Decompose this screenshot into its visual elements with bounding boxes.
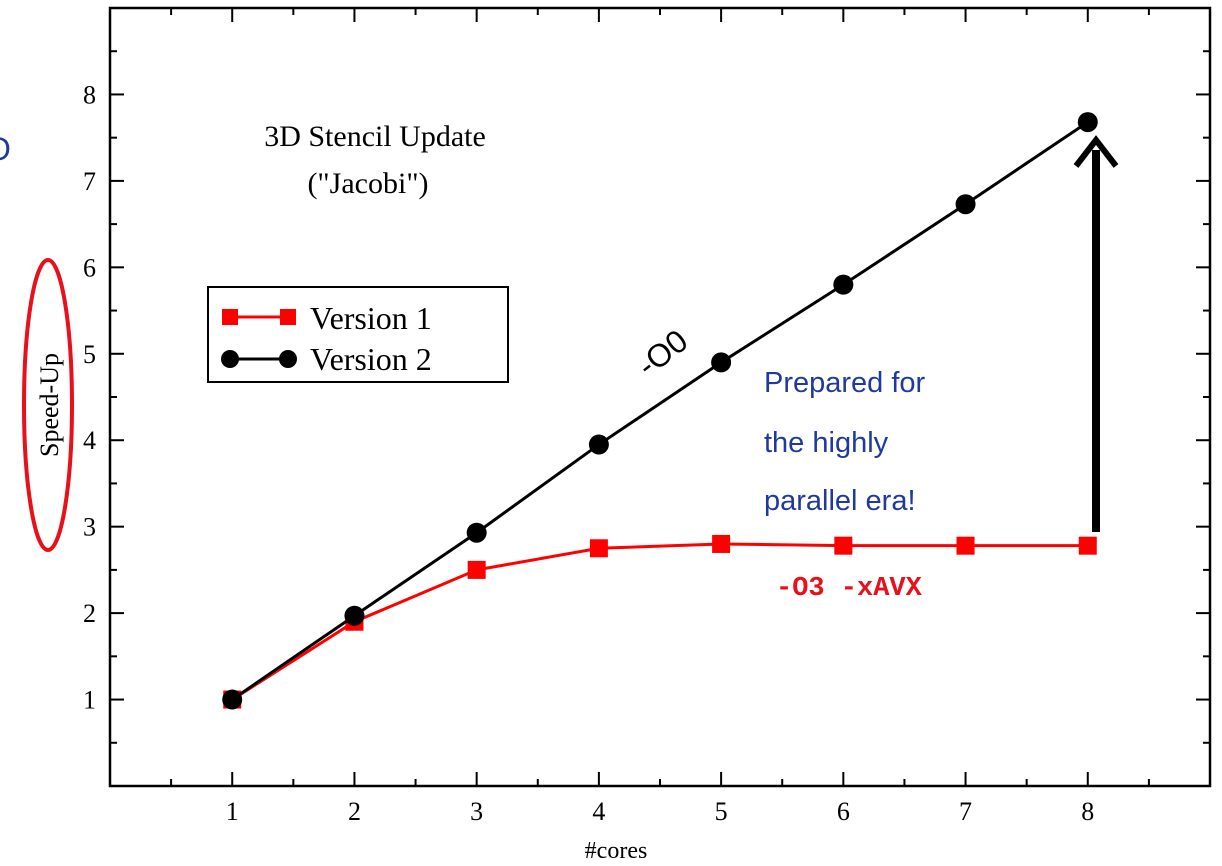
legend-marker-version-2-left — [221, 350, 239, 368]
chart-title: 3D Stencil Update — [264, 120, 486, 153]
y-tick-label: 7 — [83, 167, 96, 196]
y-tick-label: 8 — [83, 80, 96, 109]
y-tick-label: 5 — [83, 340, 96, 369]
note-text: Prepared for the highly parallel era! — [764, 367, 926, 517]
legend-label-version-2: Version 2 — [310, 341, 432, 377]
arrow-head — [1073, 135, 1119, 168]
y-tick-label: 3 — [83, 513, 96, 542]
data-point-version-2 — [222, 689, 243, 710]
y-axis-tick-labels: 1 2 3 4 5 6 7 8 — [83, 80, 96, 714]
data-point-version-1 — [589, 539, 608, 558]
x-tick-label: 2 — [348, 797, 361, 826]
legend-marker-version-2-right — [279, 350, 297, 368]
x-axis-label: #cores — [585, 838, 648, 864]
y-tick-label: 4 — [83, 426, 96, 455]
x-axis-tick-labels: 1 2 3 4 5 6 7 8 — [226, 797, 1095, 826]
x-tick-label: 5 — [715, 797, 728, 826]
note-line-1: Prepared for — [764, 367, 926, 399]
data-point-version-2 — [711, 352, 732, 373]
legend-item-version-1: Version 1 — [222, 300, 432, 336]
data-point-version-2 — [1077, 112, 1098, 133]
series-layer — [222, 112, 1098, 710]
y-tick-label: 6 — [83, 253, 96, 282]
series-version-2 — [222, 112, 1098, 710]
x-tick-label: 3 — [470, 797, 483, 826]
legend-item-version-2: Version 2 — [221, 341, 432, 377]
x-tick-label: 1 — [226, 797, 239, 826]
y-tick-label: 2 — [83, 599, 96, 628]
x-tick-label: 4 — [592, 797, 605, 826]
version2-flag-annotation: -O0 — [630, 322, 694, 383]
y-tick-label: 1 — [83, 686, 96, 715]
x-tick-label: 8 — [1081, 797, 1094, 826]
data-point-version-1 — [1078, 536, 1097, 555]
y-axis-label: Speed-Up — [35, 353, 64, 457]
legend-marker-version-1-right — [280, 309, 296, 325]
x-axis-ticks — [170, 8, 1150, 786]
ylabel-highlight-ellipse — [22, 258, 74, 552]
data-point-version-2 — [955, 194, 976, 215]
data-point-version-2 — [833, 274, 854, 295]
note-line-2: the highly — [764, 427, 889, 459]
left-fragment-text: O — [0, 131, 11, 167]
x-tick-label: 7 — [959, 797, 972, 826]
data-point-version-2 — [466, 522, 487, 543]
data-point-version-1 — [956, 536, 975, 555]
series-line-version-2 — [231, 120, 1089, 701]
legend-marker-version-1-left — [222, 309, 238, 325]
data-point-version-1 — [834, 536, 853, 555]
data-point-version-1 — [712, 534, 731, 553]
legend-label-version-1: Version 1 — [310, 300, 432, 336]
note-line-3: parallel era! — [764, 485, 916, 517]
data-point-version-2 — [588, 434, 609, 455]
legend: Version 1 Version 2 — [207, 286, 509, 383]
x-tick-label: 6 — [837, 797, 850, 826]
data-point-version-1 — [467, 560, 486, 579]
speedup-gap-arrow — [1073, 135, 1119, 532]
chart-subtitle: ("Jacobi") — [307, 167, 428, 200]
version1-flag-annotation: -O3 -xAVX — [776, 574, 923, 604]
data-point-version-2 — [344, 605, 365, 626]
y-axis-ticks — [110, 50, 1210, 744]
legend-box — [207, 286, 509, 383]
series-line-version-1 — [231, 542, 1088, 701]
